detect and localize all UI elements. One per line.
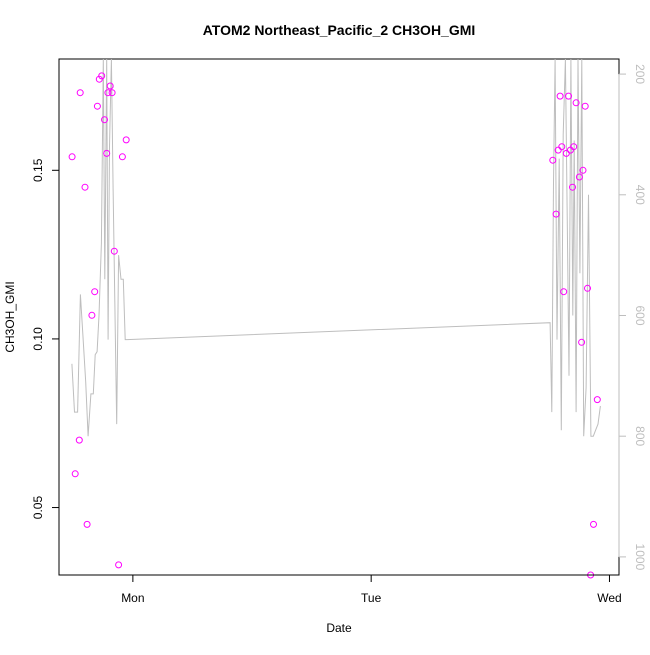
- data-point: [68, 153, 76, 161]
- data-point: [83, 520, 91, 528]
- data-point: [578, 338, 586, 346]
- y2-tick-label: 600: [633, 305, 647, 325]
- data-point: [98, 72, 106, 80]
- data-point: [558, 143, 566, 151]
- data-point: [101, 116, 108, 124]
- data-point: [106, 82, 114, 90]
- line-layer: [71, 59, 601, 437]
- data-point: [75, 436, 83, 444]
- data-point: [104, 89, 112, 97]
- y-axis-label: CH3OH_GMI: [3, 281, 17, 352]
- data-point: [552, 210, 560, 218]
- data-point: [556, 92, 564, 100]
- x-axis-label: Date: [326, 621, 352, 635]
- data-point: [115, 561, 123, 569]
- plot-frame: [58, 58, 620, 576]
- axes-layer: Mon Tue Wed 0.05 0.10 0.15 200 400 600 800 1000: [31, 64, 647, 605]
- data-point: [579, 166, 587, 174]
- data-point: [88, 311, 96, 319]
- y2-tick-label: 200: [633, 64, 647, 84]
- data-point: [103, 149, 111, 157]
- y-tick-label: 0.15: [31, 158, 45, 182]
- points-layer: [68, 72, 601, 579]
- x-tick-label: Mon: [121, 591, 144, 605]
- x-tick-label: Tue: [361, 591, 382, 605]
- y2-tick-label: 400: [633, 185, 647, 205]
- data-point: [575, 173, 583, 181]
- data-point: [108, 89, 116, 97]
- data-point: [81, 183, 89, 191]
- y-tick-label: 0.05: [31, 496, 45, 520]
- chart-title: ATOM2 Northeast_Pacific_2 CH3OH_GMI: [203, 22, 476, 38]
- data-point: [584, 284, 591, 292]
- data-point: [110, 247, 118, 255]
- data-point: [118, 153, 126, 161]
- data-point: [122, 136, 130, 144]
- y2-tick-label: 1000: [633, 544, 647, 571]
- y-tick-label: 0.10: [31, 327, 45, 351]
- data-point: [560, 288, 568, 296]
- data-point: [549, 156, 557, 164]
- data-point: [581, 102, 589, 110]
- data-point: [569, 183, 576, 191]
- data-point: [572, 99, 580, 107]
- data-point: [593, 396, 601, 404]
- data-point: [565, 92, 572, 100]
- data-point: [91, 288, 99, 296]
- data-point: [590, 520, 597, 528]
- y2-tick-label: 800: [633, 426, 647, 446]
- data-point: [76, 89, 84, 97]
- pressure-line: [71, 59, 601, 437]
- data-point: [93, 102, 101, 110]
- x-tick-label: Wed: [597, 591, 621, 605]
- data-point: [71, 470, 79, 478]
- data-point: [570, 143, 578, 151]
